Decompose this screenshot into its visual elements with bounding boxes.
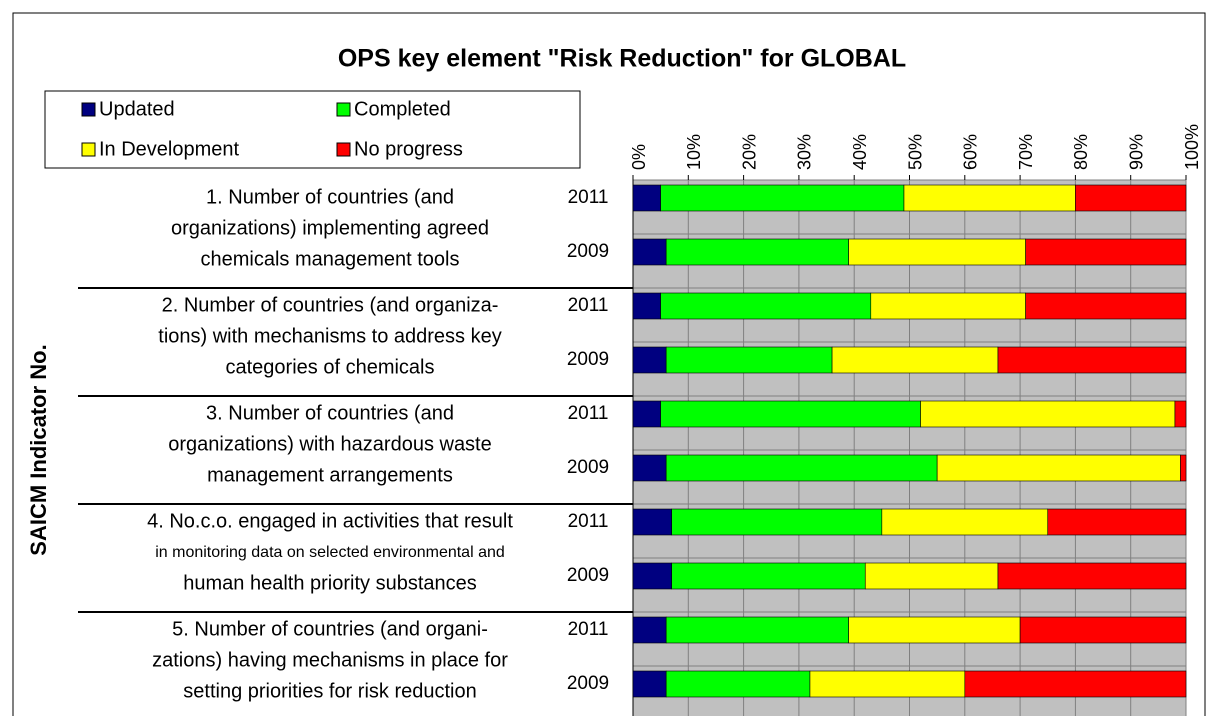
bar-segment [1025, 292, 1187, 320]
x-tick-label: 20% [739, 134, 759, 170]
bar-segment [665, 346, 833, 374]
bar-segment [848, 238, 1026, 266]
category-label: zations) having mechanisms in place for [152, 649, 508, 671]
x-tick-label: 60% [961, 134, 981, 170]
bar-label: 2009 [567, 349, 609, 370]
bar-label: 2011 [568, 403, 609, 424]
bar-label: 2011 [568, 187, 609, 208]
bar-segment [848, 616, 1021, 644]
bar-segment [881, 508, 1049, 536]
legend-swatch [81, 142, 96, 157]
bar-label: 2009 [567, 673, 609, 694]
bar-segment [632, 346, 667, 374]
category-label: organizations) implementing agreed [171, 217, 489, 239]
bar-segment [1180, 454, 1187, 482]
legend-label: In Development [99, 138, 240, 160]
bar-segment [665, 454, 938, 482]
bar-segment [632, 238, 667, 266]
bar-segment [1047, 508, 1187, 536]
category-label: management arrangements [207, 464, 453, 486]
category-label: 3. Number of countries (and [206, 402, 454, 424]
legend-swatch [336, 102, 351, 117]
category-label: 5. Number of countries (and organi- [172, 618, 488, 640]
x-tick-label: 10% [684, 134, 704, 170]
category-label: setting priorities for risk reduction [183, 680, 476, 702]
bar-label: 2009 [567, 565, 609, 586]
legend-label: No progress [354, 138, 463, 160]
bar-segment [1174, 400, 1187, 428]
bar-segment [864, 562, 999, 590]
bar-segment [809, 670, 966, 698]
bar-segment [671, 562, 866, 590]
bar-segment [665, 238, 849, 266]
category-label: 4. No.c.o. engaged in activities that re… [147, 510, 513, 532]
bar-label: 2011 [568, 295, 609, 316]
frame [12, 12, 1206, 716]
x-tick-label: 50% [905, 134, 925, 170]
category-label: chemicals management tools [200, 248, 459, 270]
bar-segment [964, 670, 1187, 698]
category-label: in monitoring data on selected environme… [155, 544, 505, 561]
category-label: 1. Number of countries (and [206, 186, 454, 208]
bar-label: 2011 [568, 511, 609, 532]
bar-segment [632, 184, 661, 212]
legend-swatch [336, 142, 351, 157]
legend-label: Updated [99, 98, 175, 120]
chart-title: OPS key element "Risk Reduction" for GLO… [338, 45, 906, 73]
bar-segment [870, 292, 1026, 320]
bar-segment [632, 508, 673, 536]
bar-segment [632, 292, 661, 320]
x-tick-label: 100% [1182, 124, 1202, 170]
bar-segment [1019, 616, 1187, 644]
x-tick-label: 90% [1126, 134, 1146, 170]
x-tick-label: 80% [1071, 134, 1091, 170]
bar-segment [632, 562, 673, 590]
x-tick-label: 30% [795, 134, 815, 170]
bar-segment [660, 292, 872, 320]
bar-segment [1075, 184, 1187, 212]
legend-swatch [81, 102, 96, 117]
bar-segment [632, 400, 661, 428]
category-label: tions) with mechanisms to address key [158, 325, 501, 347]
bar-segment [632, 454, 667, 482]
bar-segment [660, 184, 905, 212]
category-label: organizations) with hazardous waste [168, 433, 492, 455]
category-label: categories of chemicals [226, 356, 435, 378]
bar-segment [665, 616, 849, 644]
bar-segment [997, 346, 1187, 374]
bar-segment [920, 400, 1176, 428]
category-label: 2. Number of countries (and organiza- [162, 294, 499, 316]
bar-segment [632, 616, 667, 644]
bar-segment [632, 670, 667, 698]
legend-label: Completed [354, 98, 451, 120]
bar-segment [997, 562, 1187, 590]
bar-segment [831, 346, 999, 374]
x-tick-label: 40% [850, 134, 870, 170]
bar-segment [665, 670, 811, 698]
bar-label: 2009 [567, 241, 609, 262]
bar-segment [936, 454, 1181, 482]
x-tick-label: 70% [1016, 134, 1036, 170]
bar-label: 2011 [568, 619, 609, 640]
legend [44, 90, 581, 169]
category-label: human health priority substances [183, 572, 477, 594]
bar-segment [671, 508, 883, 536]
bar-segment [660, 400, 921, 428]
bar-label: 2009 [567, 457, 609, 478]
x-tick-label: 0% [629, 144, 649, 170]
bar-segment [1025, 238, 1187, 266]
y-axis-label: SAICM Indicator No. [26, 344, 51, 555]
bar-segment [903, 184, 1076, 212]
